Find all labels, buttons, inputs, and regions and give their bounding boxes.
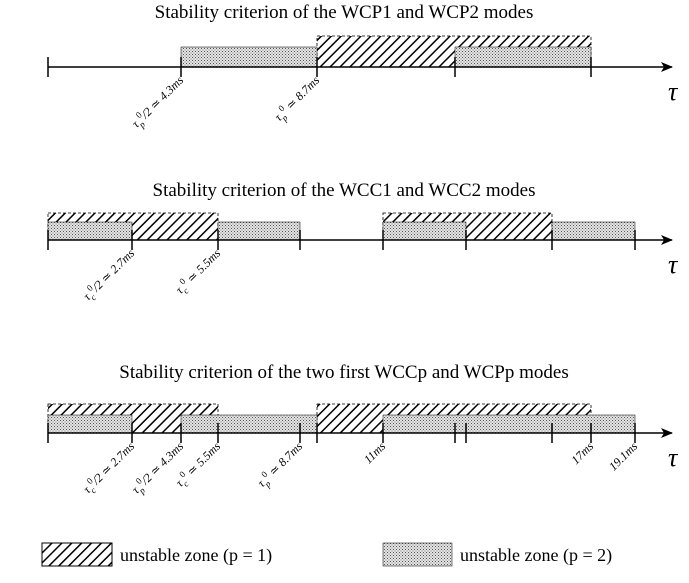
tick-sub: c <box>181 286 191 296</box>
tick-text: 11ms <box>361 439 388 466</box>
tick-text: ≃ 5.5ms <box>182 246 224 288</box>
dotted-zone <box>47 414 133 434</box>
tick-sup: 0 <box>177 276 188 287</box>
tick-sup: 0 <box>276 103 287 114</box>
legend-dot-swatch <box>382 542 453 567</box>
tick-label: τp0/2 ≃ 4.3ms <box>127 72 188 133</box>
tick-text: ≃ 8.7ms <box>281 73 323 115</box>
tick-sub: p <box>279 112 290 123</box>
dotted-zone <box>382 221 467 241</box>
dotted-zone <box>47 221 133 241</box>
dotted-zone <box>180 414 318 434</box>
tick-text: ≃ 5.5ms <box>182 439 224 481</box>
tick-text: 17ms <box>568 439 596 467</box>
dotted-zone <box>217 221 301 241</box>
legend-label: unstable zone (p = 2) <box>460 545 612 566</box>
tick-sup: 0 <box>134 109 145 120</box>
tick-text: 19.1ms <box>606 439 640 473</box>
tick-sup: 0 <box>134 475 145 486</box>
tick-sup: 0 <box>259 469 270 480</box>
axis-label: τ <box>668 443 679 472</box>
tick-label: τc0/2 ≃ 2.7ms <box>79 245 140 306</box>
tick-sup: 0 <box>177 469 188 480</box>
tick-label: 11ms <box>361 439 388 466</box>
tick-label: τp0 ≃ 8.7ms <box>270 72 324 126</box>
tick-sub: c <box>88 292 98 302</box>
tick-text: ≃ 8.7ms <box>264 439 306 481</box>
panel-title: Stability criterion of the two first WCC… <box>119 362 568 383</box>
tick-sub: c <box>181 479 191 489</box>
tick-label: τp0 ≃ 8.7ms <box>253 438 307 492</box>
tick-label: 19.1ms <box>606 439 640 473</box>
dotted-zone <box>551 221 636 241</box>
dotted-zone <box>180 46 318 68</box>
axis-label: τ <box>668 250 679 279</box>
dotted-zone <box>454 46 592 68</box>
legend-hatch-swatch <box>41 542 113 567</box>
panel-title: Stability criterion of the WCC1 and WCC2… <box>153 180 536 201</box>
tick-sup: 0 <box>85 282 96 293</box>
tick-text: /2 ≃ 2.7ms <box>89 246 138 295</box>
dotted-zone <box>382 414 636 434</box>
tick-label: τp0/2 ≃ 4.3ms <box>127 438 188 499</box>
tick-label: τc0 ≃ 5.5ms <box>171 245 225 299</box>
panel-title: Stability criterion of the WCP1 and WCP2… <box>155 2 534 23</box>
tick-sub: p <box>262 478 273 489</box>
tick-sub: p <box>136 119 147 130</box>
axis-label: τ <box>668 77 679 106</box>
tick-sub: c <box>88 485 98 495</box>
tick-sup: 0 <box>85 475 96 486</box>
tick-sub: p <box>136 485 147 496</box>
tick-text: /2 ≃ 4.3ms <box>138 73 187 122</box>
tick-text: /2 ≃ 2.7ms <box>89 439 138 488</box>
legend-label: unstable zone (p = 1) <box>120 545 272 566</box>
tick-label: 17ms <box>568 439 596 467</box>
